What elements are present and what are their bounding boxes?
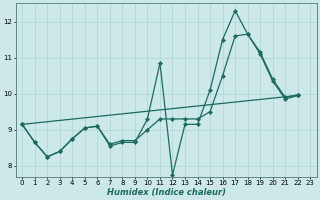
X-axis label: Humidex (Indice chaleur): Humidex (Indice chaleur) [107,188,226,197]
